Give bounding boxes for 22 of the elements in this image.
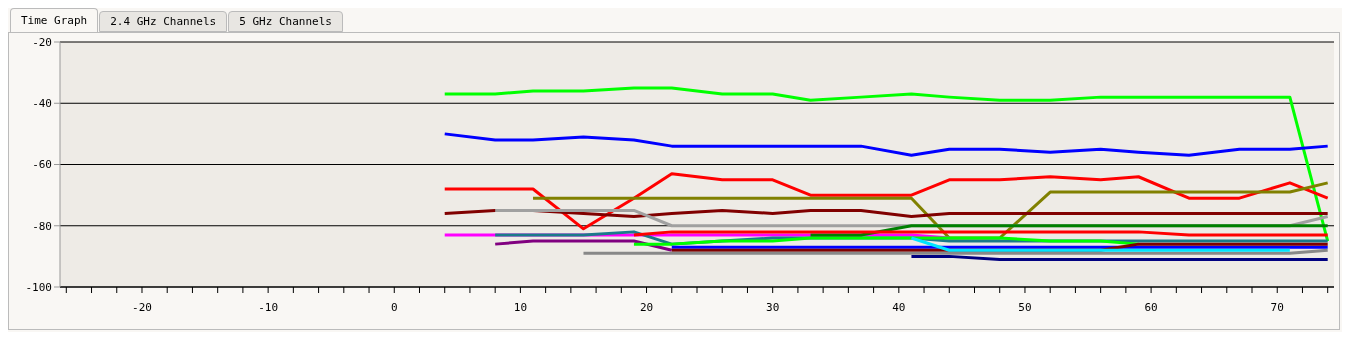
line-series [443,172,1330,231]
x-tick-label: 60 [1144,300,1158,314]
line-series [443,132,1330,157]
y-tick-label: -80 [32,219,52,233]
text: Time Graph [10,8,99,32]
text: 2.4 GHz Channels [99,11,228,32]
y-tick-label: -40 [32,97,52,111]
x-tick-label: 40 [892,300,906,314]
x-tick-label: 30 [766,300,780,314]
y-tick-label: -100 [25,280,52,294]
y-tick-label: -60 [32,158,52,172]
line-series [531,181,1330,240]
x-tick-label: 10 [513,300,528,314]
x-tick-label: 70 [1270,300,1284,314]
x-tick-label: 0 [390,300,398,314]
text: 5 GHz Channels [228,11,343,32]
line-series [443,86,1330,243]
x-tick-label: -10 [258,300,279,314]
y-tick-label: -20 [32,35,52,49]
x-tick-label: -20 [132,300,152,314]
x-tick-label: 50 [1018,300,1032,314]
x-tick-label: 20 [639,300,654,314]
